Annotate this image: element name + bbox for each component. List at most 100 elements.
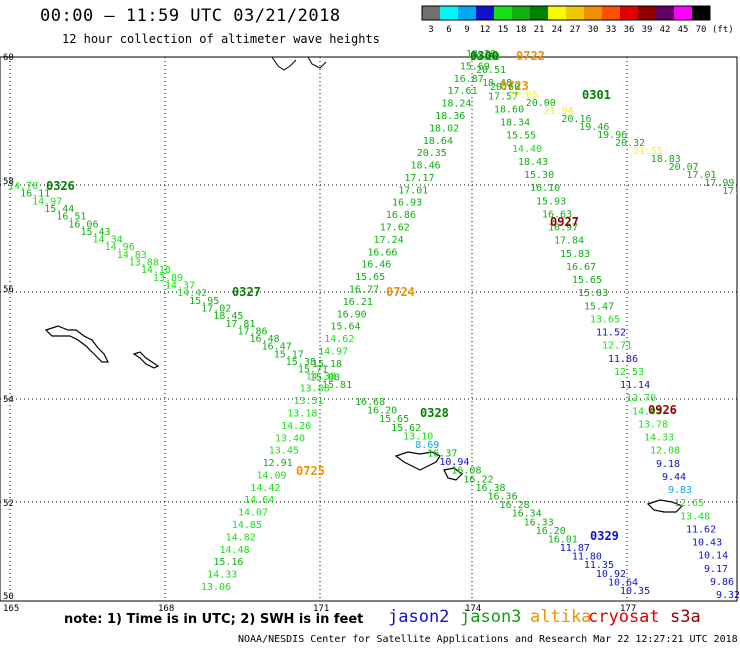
coastlines (44, 56, 684, 513)
swh-reading: 16.01 (548, 534, 578, 545)
scale-swatch (530, 6, 548, 20)
lon-tick-label: 168 (158, 604, 174, 614)
swh-reading: 15.93 (536, 196, 566, 207)
swh-reading: 16.51 (56, 212, 86, 223)
pass-time-label: 0725 (296, 464, 325, 478)
swh-reading: 15.95 (189, 296, 219, 307)
swh-reading: 17.61 (448, 86, 478, 97)
swh-reading: 18.48 (482, 78, 512, 89)
swh-reading: 18.64 (423, 136, 453, 147)
swh-reading: 21.94 (544, 106, 574, 117)
mission-jason3: jason3 (460, 607, 522, 627)
swh-reading: 14.78 (8, 181, 38, 192)
swh-reading: 15.62 (391, 423, 421, 434)
swh-reading: 20.93 (470, 52, 500, 63)
coastline-kodiak-island (394, 451, 441, 471)
swh-reading: 16.33 (524, 517, 554, 528)
scale-label: 21 (534, 25, 545, 35)
lat-tick-label: 58 (3, 177, 14, 187)
swh-reading: 13.48 (680, 511, 710, 522)
pass-time-label: 0722 (516, 49, 545, 63)
swh-reading: 16.66 (367, 247, 397, 258)
scale-label: 15 (498, 25, 509, 35)
swh-reading: 14.07 (238, 508, 268, 519)
swh-reading: 19.96 (597, 130, 627, 141)
swh-reading: 17.84 (554, 236, 584, 247)
scale-label: 30 (588, 25, 599, 35)
swh-reading: 16.86 (386, 210, 416, 221)
lat-tick-label: 60 (3, 53, 14, 63)
swh-reading: 17.17 (404, 173, 434, 184)
swh-reading: 12.53 (614, 367, 644, 378)
map-subtitle: 12 hour collection of altimeter wave hei… (62, 32, 380, 46)
swh-reading: 20.35 (417, 148, 447, 159)
swh-reading: 18.24 (441, 99, 471, 110)
swh-reading: 14.34 (93, 235, 123, 246)
swh-reading: 14.37 (165, 281, 195, 292)
swh-reading: 18.34 (500, 118, 530, 129)
swh-reading: 8.69 (415, 440, 439, 451)
scale-label: 45 (678, 25, 689, 35)
swh-reading: 14.33 (207, 570, 237, 581)
track-0927: 0927 (550, 215, 579, 229)
pass-time-label: 0300 (470, 49, 499, 63)
swh-reading: 20.16 (561, 114, 591, 125)
lon-tick-label: 171 (313, 604, 329, 614)
scale-label: 6 (446, 25, 451, 35)
scale-label: 12 (480, 25, 491, 35)
axis-labels: 165 168 171 174 177 60 58 56 54 52 50 (3, 53, 636, 614)
coastline-coast-top-2 (307, 56, 327, 69)
track-0328: 16.6816.2015.6515.6213.108.6916.3710.941… (355, 397, 650, 597)
pass-time-label: 0926 (648, 403, 677, 417)
swh-reading: 15.71 (298, 365, 328, 376)
swh-reading: 16.97 (548, 223, 578, 234)
swh-reading: 11.52 (596, 328, 626, 339)
swh-reading: 15.83 (578, 288, 608, 299)
swh-reading: 15.00 (310, 372, 340, 383)
lat-tick-label: 56 (3, 285, 14, 295)
coastline-small-island-1 (132, 351, 160, 369)
swh-reading: 20.32 (615, 138, 645, 149)
scale-unit: (ft) (712, 25, 734, 35)
map-title: 00:00 – 11:59 UTC 03/21/2018 (40, 6, 341, 26)
swh-reading: 13.40 (275, 433, 305, 444)
swh-reading: 15.44 (44, 204, 74, 215)
swh-reading: 16.22 (463, 474, 493, 485)
track-0725: 0725 (296, 464, 325, 478)
scale-swatch (692, 6, 710, 20)
swh-reading: 15.16 (213, 557, 243, 568)
swh-reading: 11.35 (584, 560, 614, 571)
swh-reading: 12.65 (674, 498, 704, 509)
swh-reading: 9.18 (656, 459, 680, 470)
swh-reading: 10.35 (620, 586, 650, 597)
swh-reading: 10.14 (698, 551, 728, 562)
swh-reading: 13.89 (153, 273, 183, 284)
swh-reading: 17.86 (237, 326, 267, 337)
pass-time-label: 0927 (550, 215, 579, 229)
coastline-shumagin (646, 499, 684, 513)
swh-reading: 14.96 (105, 242, 135, 253)
mission-jason2: jason2 (388, 607, 450, 627)
swh-reading: 17.62 (380, 223, 410, 234)
swh-reading: 16.06 (68, 219, 98, 230)
swh-reading: 14.97 (318, 346, 348, 357)
swh-reading: 14.42 (177, 288, 207, 299)
track-0327: 0327 (232, 285, 261, 299)
swh-reading: 14.42 (250, 483, 280, 494)
swh-reading: 18.28 (466, 49, 496, 60)
swh-reading: 13.06 (201, 582, 231, 593)
swh-reading: 18.46 (411, 161, 441, 172)
swh-reading: 18.60 (494, 104, 524, 115)
swh-reading: 17.99 (704, 178, 734, 189)
swh-reading: 15.18 (312, 359, 342, 370)
swh-reading: 14.64 (244, 495, 274, 506)
swh-reading: 17.02 (201, 303, 231, 314)
track-0300: 0300 (470, 49, 499, 63)
swh-reading: 13.65 (590, 314, 620, 325)
scale-swatch (584, 6, 602, 20)
pass-time-label: 0329 (590, 529, 619, 543)
swh-reading: 14.38 (306, 371, 336, 382)
lat-tick-label: 50 (3, 592, 14, 602)
swh-reading: 16.08 (451, 466, 481, 477)
swh-reading: 14.82 (226, 532, 256, 543)
